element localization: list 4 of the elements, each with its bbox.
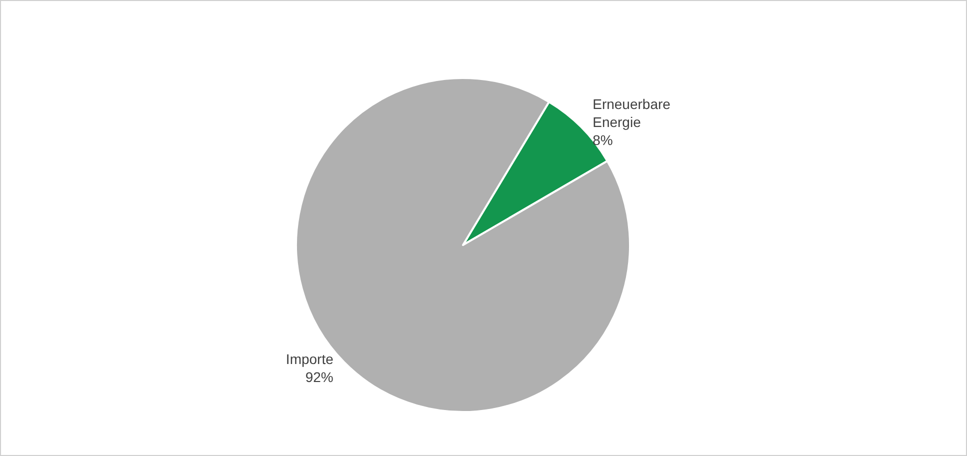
data-label: 92%: [305, 368, 334, 385]
slice-label: Importe: [286, 350, 334, 367]
data-label: 8%: [592, 132, 613, 148]
slice-label: Erneuerbare Energie: [592, 96, 671, 130]
